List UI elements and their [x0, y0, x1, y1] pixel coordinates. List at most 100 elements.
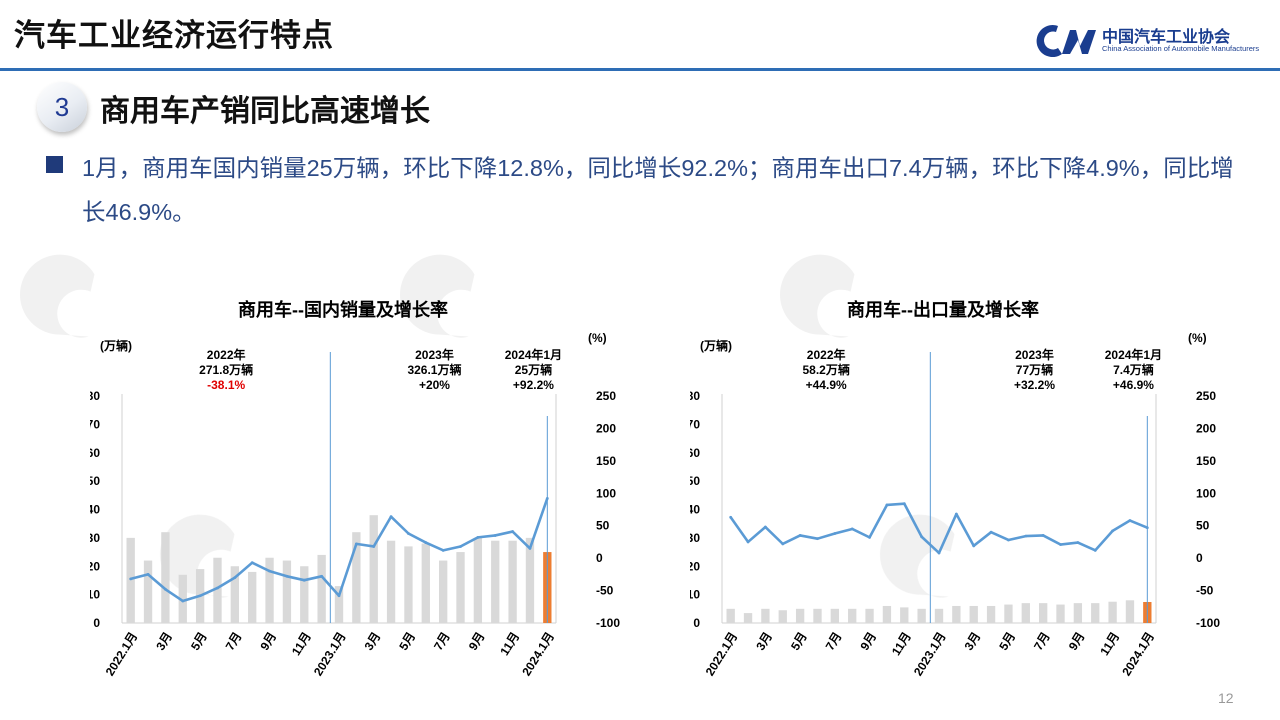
y2-tick-label: 50 — [1196, 519, 1210, 533]
growth-rate-point — [1128, 519, 1132, 522]
domestic-sales-chart: 商用车--国内销量及增长率 (万辆) (%) 0 10 20 30 40 50 60 70 80 -10… — [90, 299, 620, 678]
growth-rate-point — [746, 540, 750, 544]
bar — [473, 537, 483, 623]
bar — [1004, 604, 1013, 623]
growth-rate-point — [493, 534, 497, 537]
x-tick-label: 2024.1月 — [1119, 630, 1157, 679]
bar — [248, 571, 257, 623]
growth-rate-point — [1024, 534, 1028, 538]
bar — [934, 608, 944, 623]
y-tick-label: 30 — [90, 531, 100, 545]
y2-tick-label: 200 — [596, 421, 616, 435]
growth-rate-point — [337, 594, 341, 598]
section-number-badge: 3 — [37, 82, 87, 132]
x-tick-label: 5月 — [396, 630, 418, 653]
section-title: 商用车产销同比高速增长 — [100, 95, 430, 128]
bar — [491, 540, 500, 623]
period-annotation-text: +32.2% — [1014, 378, 1055, 392]
bar — [986, 605, 996, 623]
bar — [178, 574, 187, 623]
bar — [334, 586, 344, 623]
x-tick-label: 5月 — [188, 630, 210, 653]
bar — [743, 613, 753, 623]
x-tick-label: 9月 — [257, 630, 279, 653]
growth-rate-line — [729, 502, 1148, 555]
x-tick-label: 11月 — [889, 630, 914, 658]
growth-rate-point — [511, 530, 514, 533]
period-annotation-text: 25万辆 — [515, 362, 552, 377]
bar — [265, 557, 274, 623]
y-tick-label: 0 — [93, 616, 100, 630]
y-tick-label: 60 — [90, 446, 100, 460]
bullet-text: 1月，商用车国内销量25万辆，环比下降12.8%，同比增长92.2%；商用车出口… — [82, 155, 1234, 225]
y-tick-label: 10 — [90, 588, 100, 602]
period-annotation-text: 326.1万辆 — [407, 362, 461, 377]
growth-rate-point — [902, 502, 906, 506]
y-tick-label: 10 — [690, 588, 700, 602]
period-annotation-text: +92.2% — [513, 378, 554, 392]
growth-rate-point — [354, 542, 358, 546]
org-name-en: China Association of Automobile Manufact… — [1102, 44, 1260, 53]
bar — [778, 610, 787, 623]
bar — [900, 607, 909, 623]
bar — [1073, 603, 1083, 623]
x-tick-label: 7月 — [431, 630, 453, 653]
page-number: 12 — [1218, 690, 1234, 706]
x-tick-label: 2023.1月 — [911, 630, 949, 679]
x-tick-label: 3月 — [962, 630, 984, 653]
x-tick-label: 3月 — [753, 630, 775, 653]
x-tick-label: 3月 — [362, 630, 384, 653]
y2-tick-label: 150 — [596, 454, 616, 468]
growth-rate-point — [937, 551, 941, 555]
bar — [848, 608, 857, 623]
x-tick-label: 3月 — [153, 630, 175, 653]
bar — [1091, 603, 1100, 623]
x-tick-label: 11月 — [497, 630, 522, 658]
growth-rate-point — [1059, 543, 1062, 546]
y-tick-label: 40 — [690, 503, 700, 517]
period-annotation-text: +46.9% — [1113, 378, 1154, 392]
y2-tick-label: 100 — [596, 486, 616, 500]
bullet-square-icon — [46, 156, 63, 173]
y2-tick-label: 250 — [596, 389, 616, 403]
y2-axis-unit-label: (%) — [1188, 331, 1207, 345]
growth-rate-point — [285, 574, 289, 578]
growth-rate-point — [146, 572, 150, 576]
growth-rate-point — [216, 586, 219, 590]
growth-rate-point — [1041, 534, 1045, 537]
growth-rate-point — [954, 512, 958, 516]
x-tick-label: 11月 — [1097, 630, 1122, 658]
y2-tick-label: -100 — [596, 616, 620, 630]
bar — [1125, 600, 1135, 623]
growth-rate-point — [407, 532, 410, 535]
x-tick-label: 7月 — [1031, 630, 1053, 653]
chart-title: 商用车--出口量及增长率 — [847, 299, 1039, 320]
y-tick-label: 30 — [690, 531, 700, 545]
bar — [213, 557, 222, 623]
growth-rate-point — [1145, 526, 1149, 530]
growth-rate-point — [233, 576, 237, 579]
period-annotation-text: -38.1% — [207, 378, 245, 392]
bar — [404, 546, 413, 623]
growth-rate-point — [424, 541, 428, 544]
period-annotation-text: +20% — [419, 378, 450, 392]
x-tick-label: 5月 — [996, 630, 1018, 653]
y2-tick-label: -100 — [1196, 616, 1220, 630]
growth-rate-point — [372, 545, 376, 548]
x-tick-label: 9月 — [1066, 630, 1088, 653]
growth-rate-point — [389, 515, 393, 519]
bar — [1021, 603, 1030, 623]
bar — [726, 608, 735, 623]
y-tick-label: 80 — [690, 389, 700, 403]
growth-rate-point — [441, 548, 445, 552]
y2-axis-unit-label: (%) — [588, 331, 607, 345]
bar — [126, 537, 135, 623]
x-tick-label: 2022.1月 — [703, 630, 741, 679]
bar — [917, 608, 926, 623]
growth-rate-point — [764, 525, 767, 529]
growth-rate-point — [164, 587, 167, 591]
y-tick-label: 80 — [90, 389, 100, 403]
y-axis-unit-label: (万辆) — [100, 338, 132, 353]
y2-tick-label: 150 — [1196, 454, 1216, 468]
y2-tick-label: 200 — [1196, 421, 1216, 435]
